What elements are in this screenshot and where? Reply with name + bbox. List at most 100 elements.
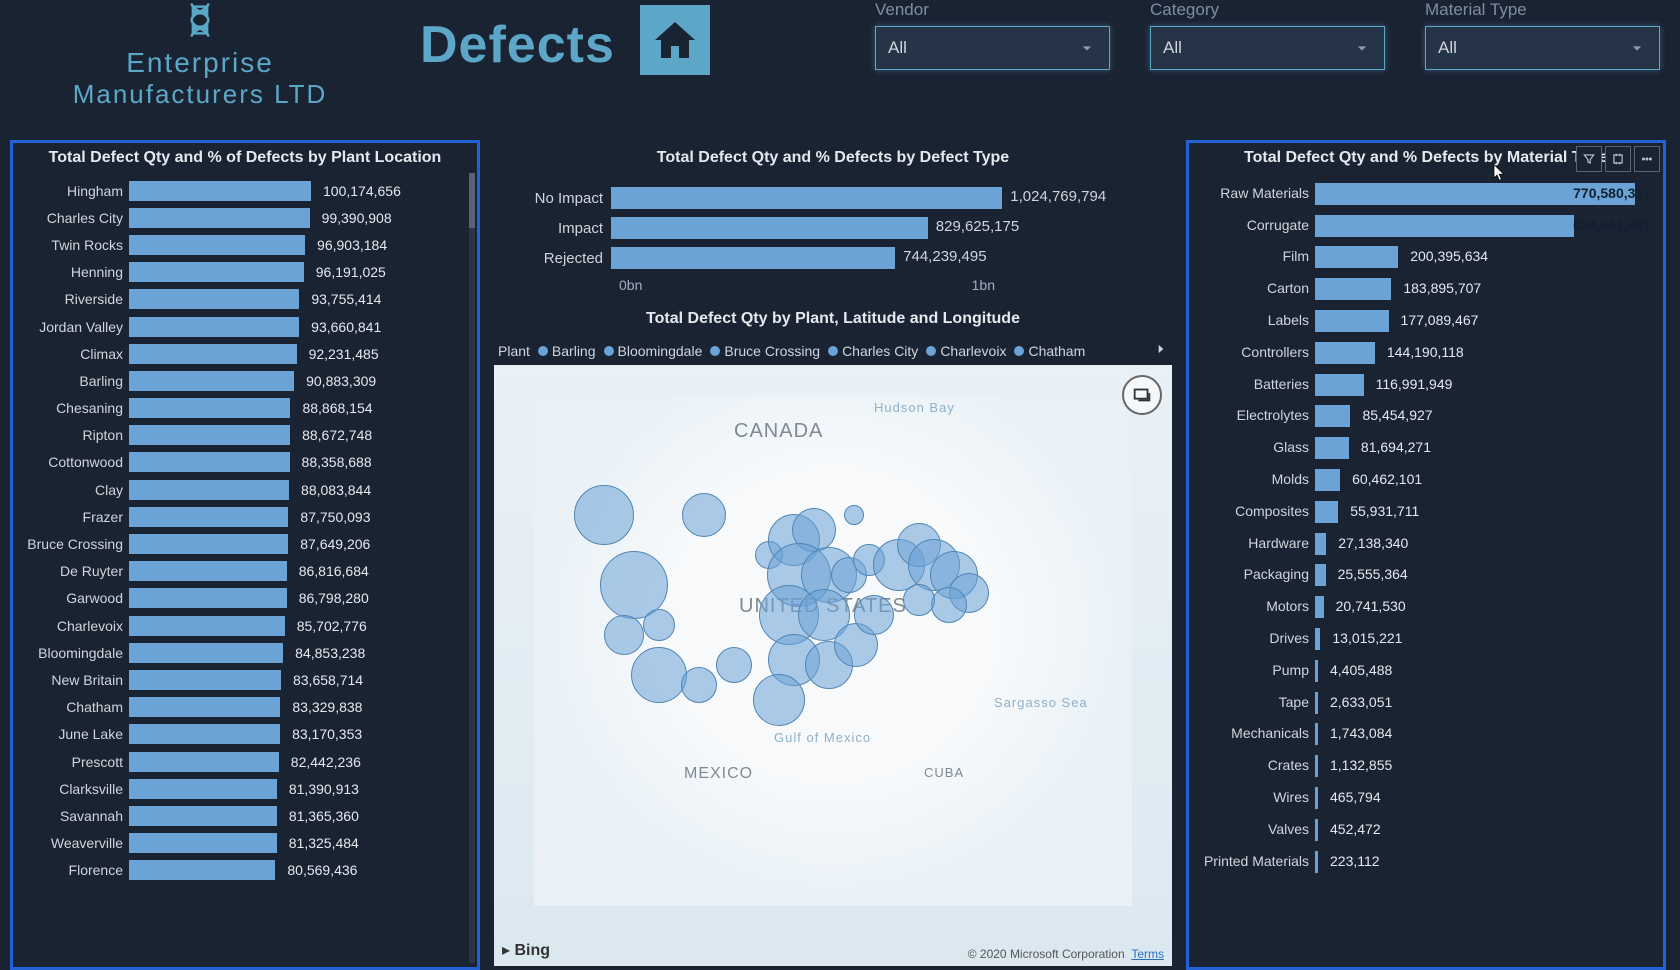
plant-bar-row[interactable]: Savannah81,365,360 bbox=[21, 802, 469, 829]
legend-next-button[interactable] bbox=[1154, 342, 1168, 359]
plant-bar-row[interactable]: Florence80,569,436 bbox=[21, 857, 469, 884]
bar-track: 90,883,309 bbox=[129, 370, 469, 392]
plant-bar-row[interactable]: Henning96,191,025 bbox=[21, 259, 469, 286]
home-button[interactable] bbox=[640, 5, 710, 75]
map-bubble[interactable] bbox=[681, 667, 717, 703]
map-bubble[interactable] bbox=[631, 647, 687, 703]
legend-item[interactable]: Charles City bbox=[828, 343, 918, 359]
filter-material: Material Type All bbox=[1425, 0, 1660, 70]
plant-bar-row[interactable]: Bruce Crossing87,649,206 bbox=[21, 530, 469, 557]
defect-type-chart[interactable]: Total Defect Qty and % Defects by Defect… bbox=[488, 140, 1178, 304]
material-bar-row[interactable]: Batteries116,991,949 bbox=[1195, 368, 1657, 400]
plant-bar-row[interactable]: Frazer87,750,093 bbox=[21, 503, 469, 530]
plant-bar-row[interactable]: Climax92,231,485 bbox=[21, 340, 469, 367]
filter-category-value: All bbox=[1163, 38, 1182, 58]
plant-bar-row[interactable]: Bloomingdale84,853,238 bbox=[21, 639, 469, 666]
plant-bar-row[interactable]: June Lake83,170,353 bbox=[21, 721, 469, 748]
plant-bar-row[interactable]: Ripton88,672,748 bbox=[21, 422, 469, 449]
map-bubble[interactable] bbox=[604, 615, 644, 655]
plant-bar-row[interactable]: Twin Rocks96,903,184 bbox=[21, 231, 469, 258]
bar-track: 93,755,414 bbox=[129, 288, 469, 310]
focus-icon-button[interactable] bbox=[1605, 146, 1631, 172]
map-bubble[interactable] bbox=[574, 485, 634, 545]
legend-item[interactable]: Barling bbox=[538, 343, 596, 359]
filter-vendor-dropdown[interactable]: All bbox=[875, 26, 1110, 70]
defect-type-row[interactable]: Rejected744,239,495 bbox=[511, 243, 1155, 273]
visual-toolbar bbox=[1576, 146, 1660, 172]
map-terms-link[interactable]: Terms bbox=[1131, 947, 1164, 961]
material-bar-row[interactable]: Motors20,741,530 bbox=[1195, 590, 1657, 622]
plant-bar-row[interactable]: Prescott82,442,236 bbox=[21, 748, 469, 775]
bar-track: 87,750,093 bbox=[129, 506, 469, 528]
map-bubble[interactable] bbox=[753, 674, 805, 726]
material-bar-row[interactable]: Glass81,694,271 bbox=[1195, 431, 1657, 463]
map-bubble[interactable] bbox=[854, 595, 894, 635]
plant-chart-panel[interactable]: Total Defect Qty and % of Defects by Pla… bbox=[10, 140, 480, 970]
plant-bar-row[interactable]: Jordan Valley93,660,841 bbox=[21, 313, 469, 340]
map-bubble[interactable] bbox=[716, 647, 752, 683]
legend-item[interactable]: Bloomingdale bbox=[604, 343, 703, 359]
material-bar-row[interactable]: Carton183,895,707 bbox=[1195, 272, 1657, 304]
map-canvas[interactable]: ▸ Bing © 2020 Microsoft Corporation Term… bbox=[494, 365, 1172, 966]
material-bar-row[interactable]: Corrugate624,441,951 bbox=[1195, 209, 1657, 241]
plant-bar-row[interactable]: Clarksville81,390,913 bbox=[21, 775, 469, 802]
material-value: 116,991,949 bbox=[1376, 376, 1453, 392]
plant-bar-row[interactable]: Charlevoix85,702,776 bbox=[21, 612, 469, 639]
plant-bar-row[interactable]: Cottonwood88,358,688 bbox=[21, 449, 469, 476]
legend-item[interactable]: Bruce Crossing bbox=[710, 343, 820, 359]
map-bubble[interactable] bbox=[903, 584, 935, 616]
material-value: 13,015,221 bbox=[1332, 630, 1402, 646]
map-panel[interactable]: Total Defect Qty by Plant, Latitude and … bbox=[488, 304, 1178, 970]
filter-material-dropdown[interactable]: All bbox=[1425, 26, 1660, 70]
plant-bar-row[interactable]: New Britain83,658,714 bbox=[21, 666, 469, 693]
legend-item[interactable]: Charlevoix bbox=[926, 343, 1006, 359]
material-label: Mechanicals bbox=[1195, 725, 1315, 741]
material-bar-row[interactable]: Raw Materials770,580,317 bbox=[1195, 177, 1657, 209]
material-bar-row[interactable]: Printed Materials223,112 bbox=[1195, 845, 1657, 877]
material-bar-row[interactable]: Packaging25,555,364 bbox=[1195, 559, 1657, 591]
legend-item[interactable]: Chatham bbox=[1014, 343, 1085, 359]
material-chart-panel[interactable]: Total Defect Qty and % Defects by Materi… bbox=[1186, 140, 1666, 970]
material-bar-row[interactable]: Drives13,015,221 bbox=[1195, 622, 1657, 654]
material-bar-row[interactable]: Valves452,472 bbox=[1195, 813, 1657, 845]
map-bubble[interactable] bbox=[844, 505, 864, 525]
filter-category-dropdown[interactable]: All bbox=[1150, 26, 1385, 70]
material-bar-row[interactable]: Pump4,405,488 bbox=[1195, 654, 1657, 686]
material-bar-row[interactable]: Hardware27,138,340 bbox=[1195, 527, 1657, 559]
material-bar-row[interactable]: Wires465,794 bbox=[1195, 781, 1657, 813]
map-focus-button[interactable] bbox=[1122, 375, 1162, 415]
plant-bar-row[interactable]: Riverside93,755,414 bbox=[21, 286, 469, 313]
more-icon-button[interactable] bbox=[1634, 146, 1660, 172]
plant-bar-row[interactable]: Weaverville81,325,484 bbox=[21, 830, 469, 857]
plant-scrollbar[interactable] bbox=[469, 173, 475, 963]
material-bar-row[interactable]: Crates1,132,855 bbox=[1195, 749, 1657, 781]
defect-type-row[interactable]: Impact829,625,175 bbox=[511, 213, 1155, 243]
filter-icon-button[interactable] bbox=[1576, 146, 1602, 172]
material-bar-row[interactable]: Electrolytes85,454,927 bbox=[1195, 400, 1657, 432]
plant-bar-row[interactable]: Chesaning88,868,154 bbox=[21, 395, 469, 422]
plant-bar-row[interactable]: Garwood86,798,280 bbox=[21, 585, 469, 612]
map-bubble[interactable] bbox=[682, 493, 726, 537]
map-bubble[interactable] bbox=[643, 609, 675, 641]
plant-value: 86,816,684 bbox=[299, 563, 369, 579]
plant-bar-row[interactable]: Hingham100,174,656 bbox=[21, 177, 469, 204]
plant-bar-row[interactable]: De Ruyter86,816,684 bbox=[21, 558, 469, 585]
defect-type-row[interactable]: No Impact1,024,769,794 bbox=[511, 183, 1155, 213]
material-bar-row[interactable]: Film200,395,634 bbox=[1195, 241, 1657, 273]
material-bar-row[interactable]: Controllers144,190,118 bbox=[1195, 336, 1657, 368]
material-bar-row[interactable]: Mechanicals1,743,084 bbox=[1195, 718, 1657, 750]
plant-label: Clarksville bbox=[21, 781, 129, 797]
material-label: Hardware bbox=[1195, 535, 1315, 551]
map-bubble[interactable] bbox=[931, 587, 967, 623]
plant-bar-row[interactable]: Charles City99,390,908 bbox=[21, 204, 469, 231]
page-title: Defects bbox=[420, 15, 615, 75]
plant-bar-row[interactable]: Barling90,883,309 bbox=[21, 367, 469, 394]
material-bar-row[interactable]: Tape2,633,051 bbox=[1195, 686, 1657, 718]
plant-bar-row[interactable]: Clay88,083,844 bbox=[21, 476, 469, 503]
material-bar-row[interactable]: Labels177,089,467 bbox=[1195, 304, 1657, 336]
plant-label: Charlevoix bbox=[21, 618, 129, 634]
material-bar-row[interactable]: Composites55,931,711 bbox=[1195, 495, 1657, 527]
plant-bar-row[interactable]: Chatham83,329,838 bbox=[21, 694, 469, 721]
plant-label: Prescott bbox=[21, 754, 129, 770]
material-bar-row[interactable]: Molds60,462,101 bbox=[1195, 463, 1657, 495]
